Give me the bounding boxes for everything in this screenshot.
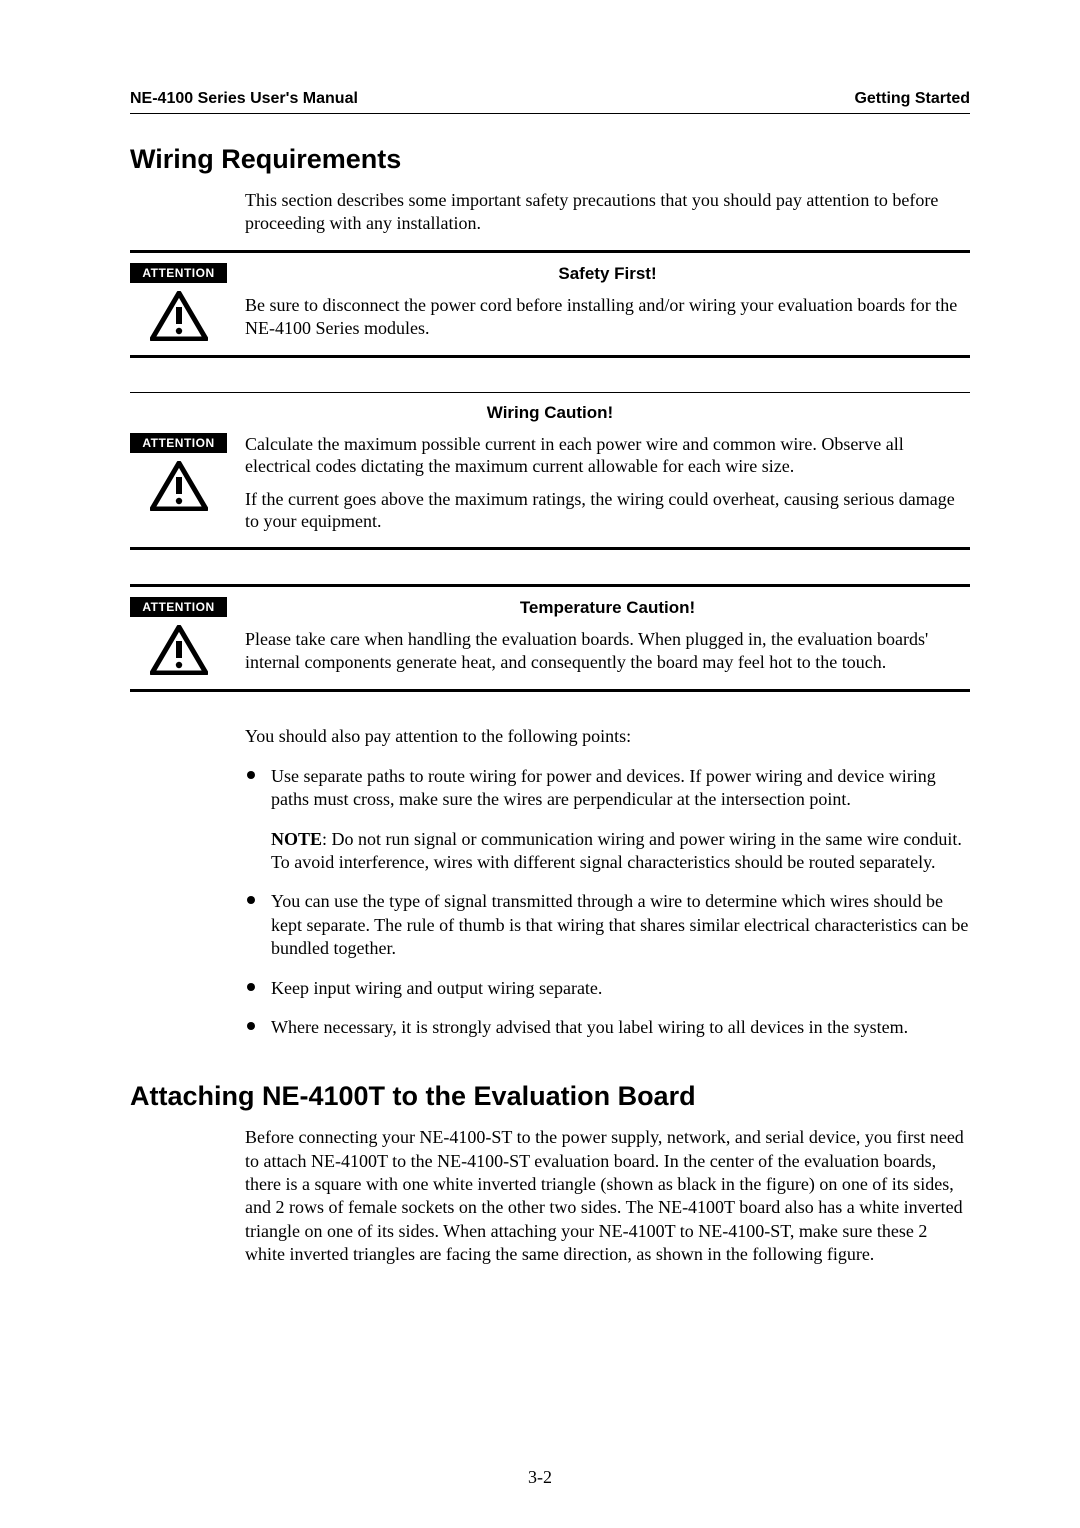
heading-attaching: Attaching NE-4100T to the Evaluation Boa… bbox=[130, 1081, 970, 1112]
points-intro: You should also pay attention to the fol… bbox=[245, 726, 970, 747]
points-block: You should also pay attention to the fol… bbox=[245, 726, 970, 1040]
warning-icon bbox=[150, 625, 208, 675]
note-label: NOTE bbox=[271, 829, 322, 849]
attention-title: Wiring Caution! bbox=[130, 403, 970, 423]
attention-text: Temperature Caution! Please take care wh… bbox=[245, 597, 970, 673]
attention-badge: ATTENTION bbox=[130, 433, 227, 453]
attention-wiring: Wiring Caution! ATTENTION Calculate the … bbox=[130, 392, 970, 550]
intro-paragraph: This section describes some important sa… bbox=[245, 189, 970, 236]
header-left: NE-4100 Series User's Manual bbox=[130, 90, 358, 108]
warning-icon bbox=[150, 461, 208, 511]
header-right: Getting Started bbox=[854, 90, 970, 108]
attention-label-stack: ATTENTION bbox=[130, 433, 227, 511]
page-number: 3-2 bbox=[0, 1467, 1080, 1488]
attention-label-stack: ATTENTION bbox=[130, 597, 227, 675]
bullet-text: Use separate paths to route wiring for p… bbox=[271, 766, 936, 809]
attention-para: Calculate the maximum possible current i… bbox=[245, 433, 970, 478]
list-item: Use separate paths to route wiring for p… bbox=[245, 765, 970, 875]
attention-badge: ATTENTION bbox=[130, 263, 227, 283]
note-text: : Do not run signal or communication wir… bbox=[271, 829, 962, 872]
page-header: NE-4100 Series User's Manual Getting Sta… bbox=[130, 90, 970, 114]
attention-text: Safety First! Be sure to disconnect the … bbox=[245, 263, 970, 339]
attention-badge: ATTENTION bbox=[130, 597, 227, 617]
warning-icon bbox=[150, 291, 208, 341]
attention-title: Safety First! bbox=[245, 263, 970, 284]
list-item: Where necessary, it is strongly advised … bbox=[245, 1016, 970, 1039]
attention-safety: ATTENTION Safety First! Be sure to disco… bbox=[130, 250, 970, 358]
list-item: Keep input wiring and output wiring sepa… bbox=[245, 977, 970, 1000]
attention-text: Calculate the maximum possible current i… bbox=[245, 433, 970, 533]
note-paragraph: NOTE: Do not run signal or communication… bbox=[271, 828, 970, 875]
heading-wiring-requirements: Wiring Requirements bbox=[130, 144, 970, 175]
attention-para: Be sure to disconnect the power cord bef… bbox=[245, 294, 970, 339]
list-item: You can use the type of signal transmitt… bbox=[245, 890, 970, 960]
attention-temperature: ATTENTION Temperature Caution! Please ta… bbox=[130, 584, 970, 692]
attention-para: If the current goes above the maximum ra… bbox=[245, 488, 970, 533]
attention-para: Please take care when handling the evalu… bbox=[245, 628, 970, 673]
bullet-list: Use separate paths to route wiring for p… bbox=[245, 765, 970, 1040]
section2-paragraph: Before connecting your NE-4100-ST to the… bbox=[245, 1126, 970, 1266]
attention-label-stack: ATTENTION bbox=[130, 263, 227, 341]
attention-title: Temperature Caution! bbox=[245, 597, 970, 618]
